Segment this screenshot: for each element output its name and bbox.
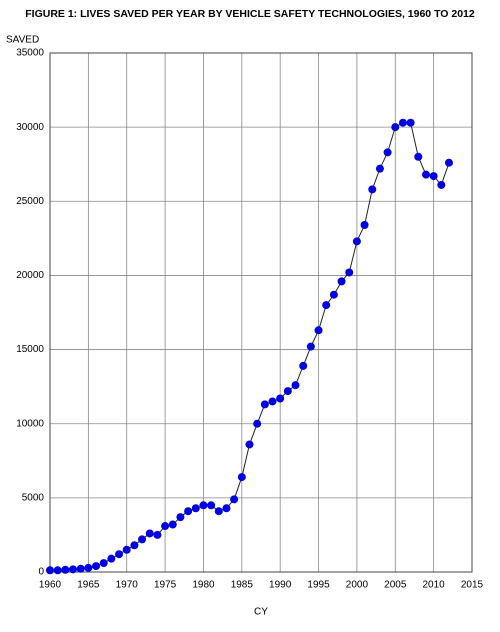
- x-tick-label: 1995: [307, 580, 330, 591]
- x-tick-label: 2010: [423, 580, 446, 591]
- data-point: [92, 562, 101, 571]
- data-point: [184, 507, 193, 516]
- data-point: [214, 507, 223, 516]
- data-point: [306, 342, 315, 351]
- data-point: [145, 529, 154, 538]
- data-point: [299, 361, 308, 370]
- data-point: [322, 301, 331, 310]
- data-point: [268, 397, 277, 406]
- data-point: [368, 185, 377, 194]
- chart-title: FIGURE 1: LIVES SAVED PER YEAR BY VEHICL…: [25, 8, 475, 20]
- data-point: [245, 440, 254, 449]
- x-tick-label: 2000: [346, 580, 369, 591]
- data-point: [391, 123, 400, 132]
- data-point: [207, 501, 216, 510]
- data-point: [276, 394, 285, 403]
- y-tick-label: 20000: [16, 270, 44, 281]
- data-point: [360, 221, 369, 230]
- y-axis-label: SAVED: [6, 35, 39, 46]
- x-tick-label: 1965: [77, 580, 100, 591]
- data-point: [398, 118, 407, 127]
- data-point: [253, 419, 262, 428]
- data-point: [237, 473, 246, 482]
- x-tick-label: 2005: [384, 580, 407, 591]
- data-point: [138, 535, 147, 544]
- x-tick-label: 1970: [116, 580, 139, 591]
- data-point: [291, 381, 300, 390]
- y-tick-label: 5000: [22, 492, 45, 503]
- data-point: [53, 566, 62, 575]
- data-point: [375, 164, 384, 173]
- data-point: [69, 565, 78, 574]
- data-point: [352, 237, 361, 246]
- data-point: [314, 326, 323, 335]
- data-point: [115, 550, 124, 559]
- y-tick-label: 0: [38, 567, 44, 578]
- data-point: [444, 158, 453, 167]
- data-point: [46, 566, 54, 575]
- data-point: [199, 501, 208, 510]
- data-point: [191, 504, 200, 513]
- data-point: [345, 268, 354, 277]
- plot-border: [49, 52, 473, 573]
- data-point: [329, 290, 338, 299]
- x-tick-label: 1985: [231, 580, 254, 591]
- data-point: [107, 554, 116, 563]
- x-tick-label: 1975: [154, 580, 177, 591]
- data-point: [437, 180, 446, 189]
- data-point: [414, 152, 423, 161]
- data-line: [50, 122, 450, 571]
- data-point: [260, 400, 269, 409]
- y-tick-label: 15000: [16, 344, 44, 355]
- data-point: [176, 513, 185, 522]
- data-point: [421, 170, 430, 179]
- data-point: [130, 541, 139, 550]
- x-tick-label: 1980: [192, 580, 215, 591]
- data-point: [406, 118, 415, 127]
- x-axis-label: CY: [254, 607, 268, 618]
- y-tick-label: 25000: [16, 196, 44, 207]
- data-point: [153, 530, 162, 539]
- data-point: [222, 504, 231, 513]
- data-point: [168, 520, 177, 529]
- data-point: [99, 559, 108, 568]
- data-point: [76, 564, 85, 573]
- data-point: [283, 387, 292, 396]
- data-point: [122, 545, 131, 554]
- data-point: [61, 565, 70, 574]
- data-point: [84, 563, 93, 572]
- data-point: [337, 277, 346, 286]
- data-point: [230, 495, 239, 504]
- data-point: [429, 172, 438, 181]
- data-point: [161, 522, 170, 531]
- data-point: [383, 148, 392, 157]
- x-tick-label: 2015: [461, 580, 484, 591]
- y-tick-label: 35000: [16, 48, 44, 59]
- y-tick-label: 30000: [16, 122, 44, 133]
- x-tick-label: 1960: [39, 580, 62, 591]
- y-tick-label: 10000: [16, 418, 44, 429]
- x-tick-label: 1990: [269, 580, 292, 591]
